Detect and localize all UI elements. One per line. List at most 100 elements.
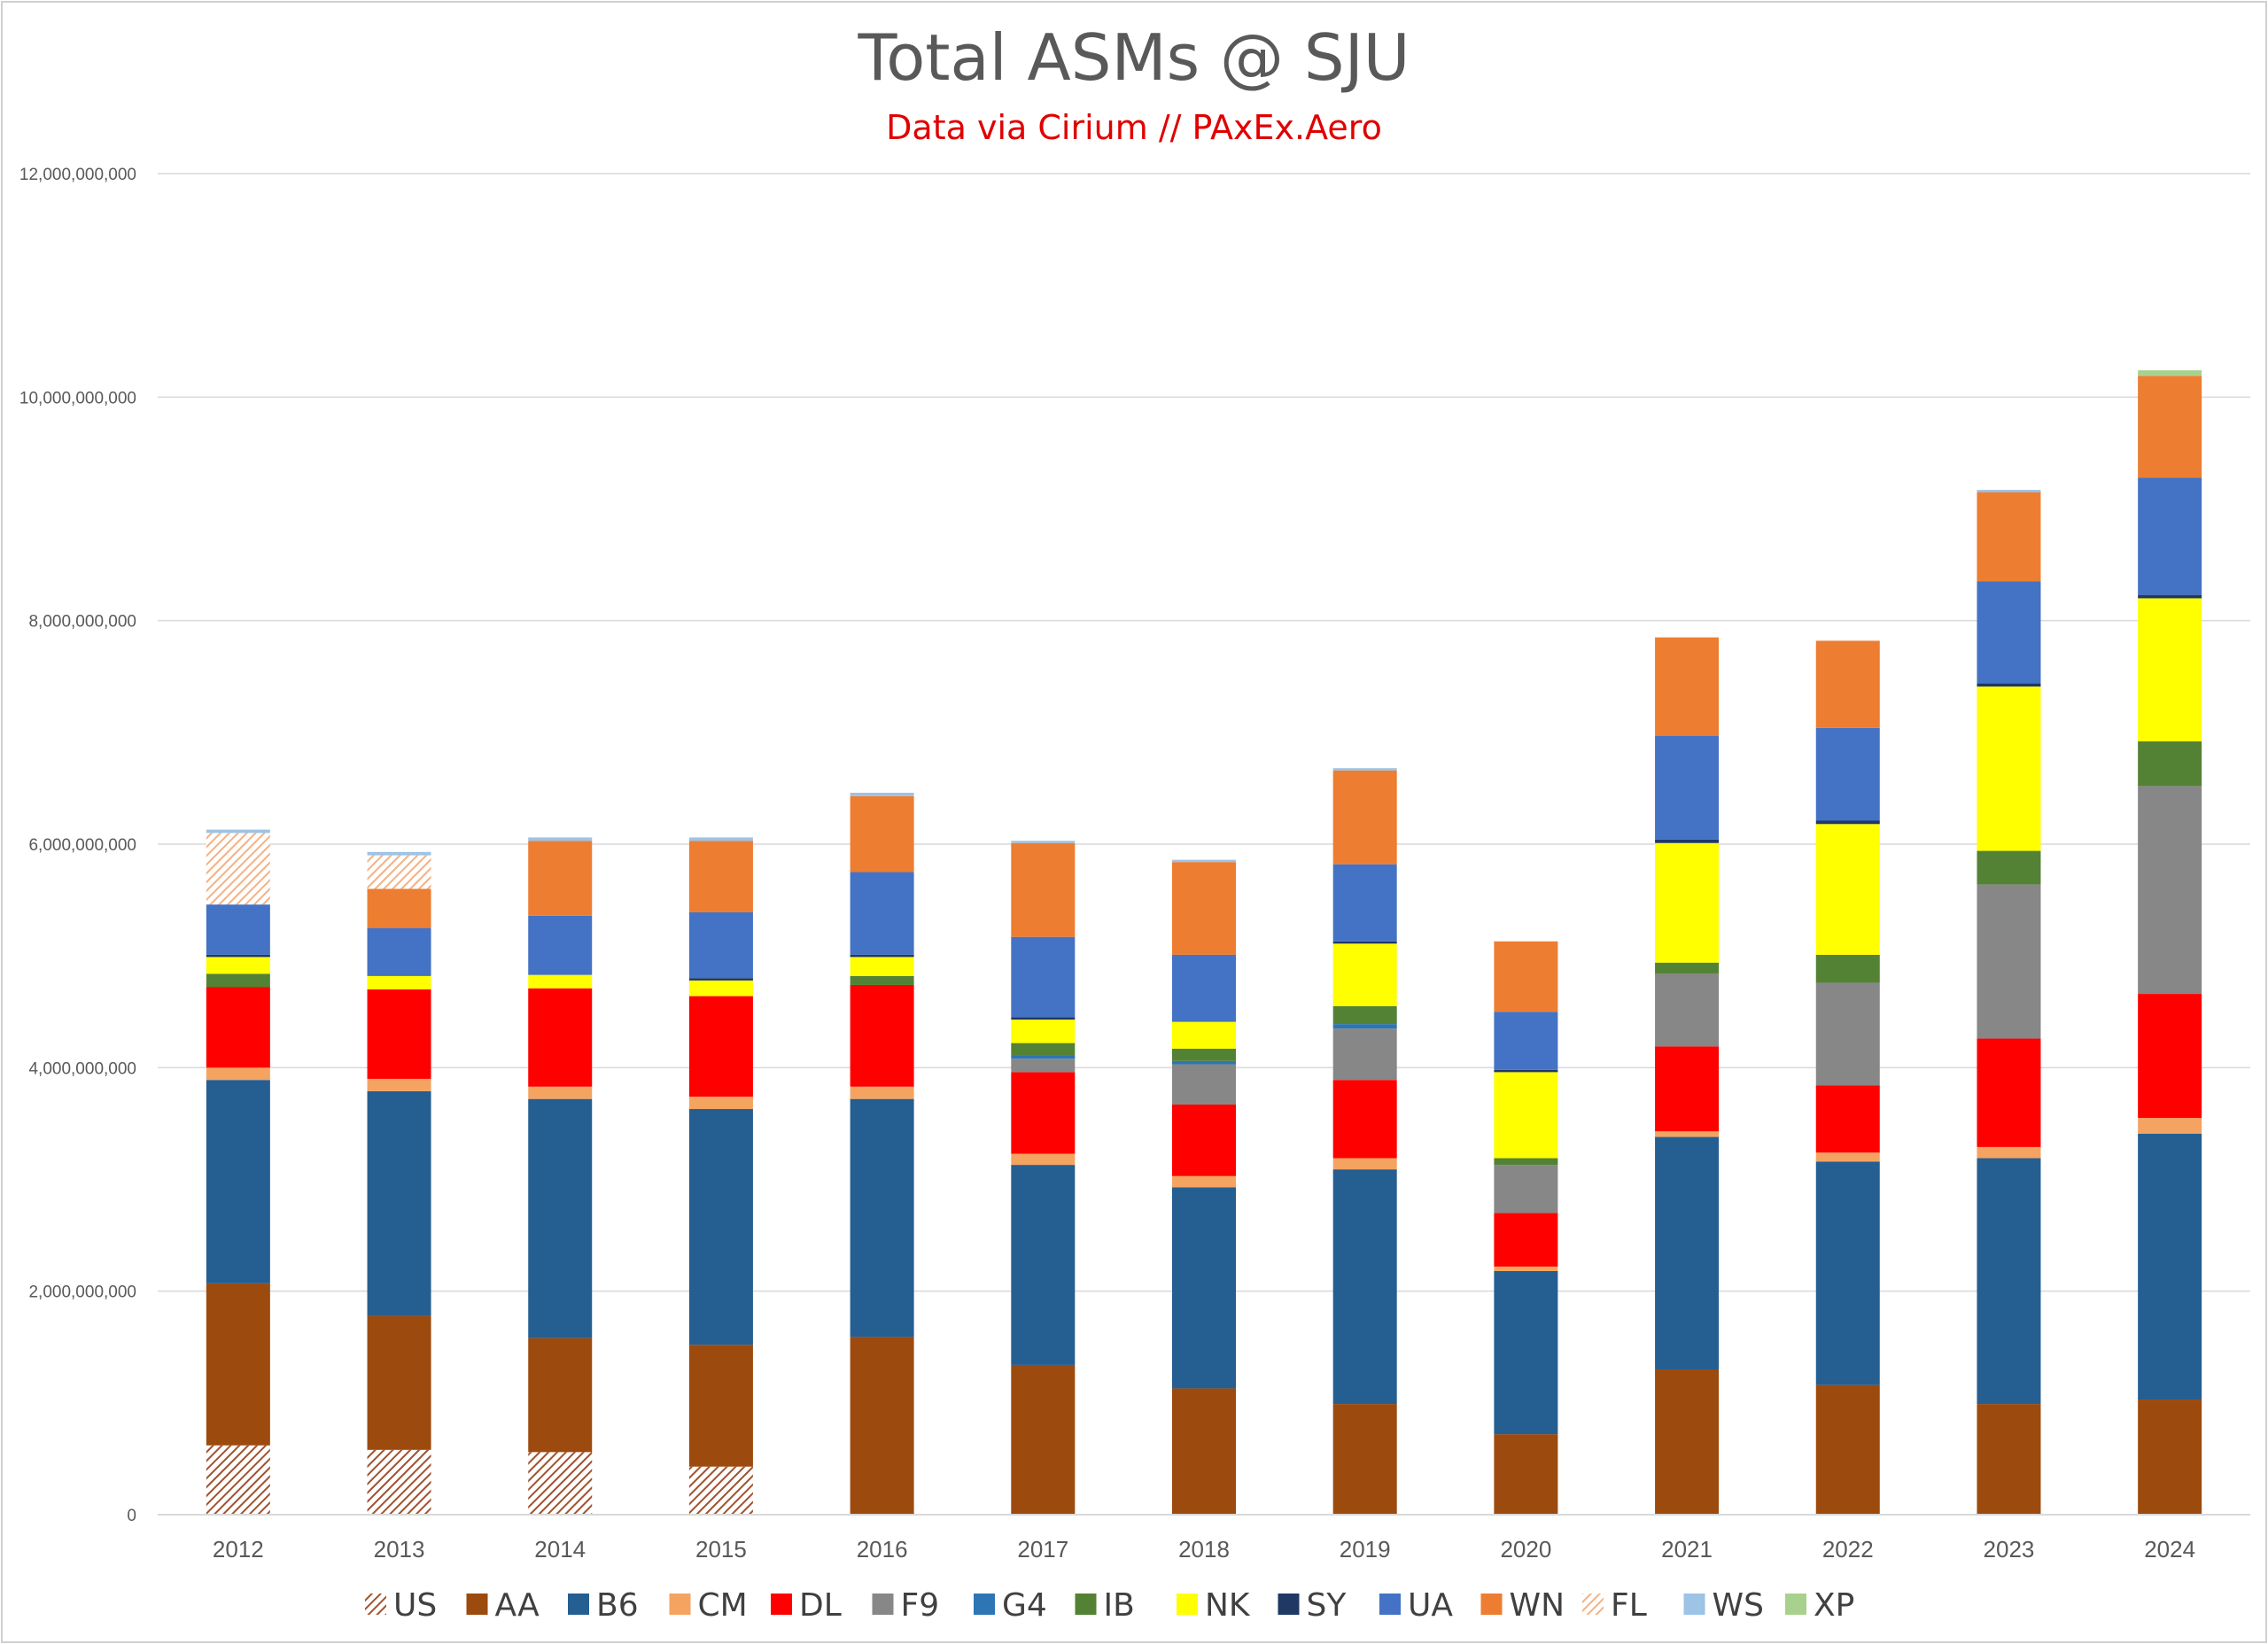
legend-swatch <box>466 1594 488 1615</box>
legend: US AA B6 CM DL F9 G4 IB NK SY UA WN FL WS XP <box>365 1587 1854 1624</box>
legend-label: UA <box>1408 1587 1453 1624</box>
bar-ua-2014 <box>528 915 593 975</box>
legend-item-aa: AA <box>466 1587 540 1624</box>
bar-xp-2024 <box>2138 370 2202 376</box>
x-tick-label: 2018 <box>1178 1536 1230 1563</box>
bar-f9-2020 <box>1494 1165 1558 1214</box>
bar-ua-2018 <box>1172 954 1236 1022</box>
bar-dl-2020 <box>1494 1213 1558 1267</box>
bar-b6-2017 <box>1011 1165 1076 1365</box>
bar-nk-2017 <box>1011 1020 1076 1043</box>
x-tick-label: 2019 <box>1340 1536 1391 1563</box>
legend-swatch <box>365 1594 386 1615</box>
bar-dl-2018 <box>1172 1104 1236 1176</box>
bar-nk-2022 <box>1815 824 1880 955</box>
legend-swatch <box>1278 1594 1300 1615</box>
legend-item-ua: UA <box>1379 1587 1453 1624</box>
x-tick-label: 2021 <box>1661 1536 1713 1563</box>
legend-swatch <box>872 1594 894 1615</box>
bar-ws-2016 <box>850 792 914 796</box>
bar-aa-2016 <box>850 1337 914 1515</box>
bar-wn-2020 <box>1494 941 1558 1012</box>
y-axis-ticks: 0 2,000,000,000 4,000,000,000 6,000,000,000… <box>19 166 136 1525</box>
legend-swatch <box>1582 1594 1604 1615</box>
legend-label: B6 <box>596 1587 639 1624</box>
gridlines <box>158 173 2250 1292</box>
bar-aa-2019 <box>1332 1404 1397 1515</box>
bar-f9-2021 <box>1655 973 1720 1047</box>
bar-aa-2024 <box>2138 1400 2202 1515</box>
bar-b6-2019 <box>1332 1169 1397 1405</box>
y-tick-label: 0 <box>127 1507 136 1525</box>
bar-nk-2019 <box>1332 943 1397 1006</box>
bar-fl-2013 <box>367 855 431 889</box>
bar-ua-2012 <box>206 904 270 955</box>
bar-ua-2023 <box>1977 581 2041 684</box>
x-tick-label: 2013 <box>374 1536 425 1563</box>
bar-us-2012 <box>206 1445 270 1515</box>
legend-swatch <box>568 1594 589 1615</box>
x-tick-label: 2017 <box>1017 1536 1068 1563</box>
bar-wn-2016 <box>850 795 914 872</box>
bar-wn-2018 <box>1172 862 1236 955</box>
bar-nk-2014 <box>528 974 593 989</box>
legend-swatch <box>1075 1594 1097 1615</box>
bar-cm-2023 <box>1977 1146 2041 1159</box>
bar-aa-2014 <box>528 1338 593 1453</box>
bar-nk-2012 <box>206 957 270 974</box>
bar-sy-2022 <box>1815 820 1880 825</box>
legend-swatch <box>771 1594 792 1615</box>
bar-stack-2017 <box>1011 841 1076 1515</box>
y-tick-label: 4,000,000,000 <box>28 1059 136 1078</box>
chart-title: Total ASMs @ SJU <box>857 20 1410 95</box>
legend-item-f9: F9 <box>872 1587 939 1624</box>
legend-label: WN <box>1510 1587 1565 1624</box>
bar-ua-2019 <box>1332 864 1397 942</box>
legend-item-sy: SY <box>1278 1587 1347 1624</box>
legend-item-cm: CM <box>669 1587 748 1624</box>
bar-wn-2015 <box>688 841 753 912</box>
bar-wn-2017 <box>1011 842 1076 937</box>
y-tick-label: 12,000,000,000 <box>19 166 136 184</box>
bar-stack-2021 <box>1655 637 1720 1515</box>
bar-wn-2022 <box>1815 640 1880 728</box>
bar-ua-2015 <box>688 911 753 979</box>
chart-subtitle: Data via Cirium // PAxEx.Aero <box>886 108 1382 147</box>
bar-aa-2012 <box>206 1283 270 1446</box>
bar-sy-2015 <box>688 978 753 981</box>
bar-b6-2015 <box>688 1109 753 1345</box>
bar-stack-2023 <box>1977 490 2041 1515</box>
bar-ws-2014 <box>528 837 593 841</box>
bar-us-2013 <box>367 1449 431 1515</box>
bar-g4-2017 <box>1011 1055 1076 1059</box>
bar-f9-2024 <box>2138 786 2202 995</box>
bar-b6-2014 <box>528 1098 593 1338</box>
legend-label: CM <box>698 1587 748 1624</box>
bar-cm-2013 <box>367 1078 431 1091</box>
bar-ib-2022 <box>1815 954 1880 983</box>
bar-b6-2016 <box>850 1098 914 1338</box>
bar-aa-2020 <box>1494 1434 1558 1515</box>
bar-stack-2020 <box>1494 941 1558 1515</box>
bar-ib-2024 <box>2138 741 2202 787</box>
bar-b6-2024 <box>2138 1133 2202 1400</box>
bar-sy-2021 <box>1655 839 1720 843</box>
bar-stack-2015 <box>688 837 753 1515</box>
legend-label: WS <box>1713 1587 1764 1624</box>
bar-nk-2015 <box>688 980 753 996</box>
bar-cm-2012 <box>206 1067 270 1081</box>
legend-swatch <box>1785 1594 1806 1615</box>
bar-nk-2021 <box>1655 842 1720 963</box>
bar-nk-2024 <box>2138 598 2202 741</box>
bar-nk-2018 <box>1172 1021 1236 1049</box>
bar-sy-2023 <box>1977 683 2041 687</box>
bar-b6-2022 <box>1815 1161 1880 1385</box>
bar-us-2014 <box>528 1452 593 1515</box>
bar-us-2015 <box>688 1466 753 1515</box>
legend-item-ws: WS <box>1683 1587 1764 1624</box>
bar-aa-2013 <box>367 1315 431 1450</box>
legend-item-b6: B6 <box>568 1587 639 1624</box>
bar-ib-2020 <box>1494 1158 1558 1166</box>
bar-dl-2017 <box>1011 1072 1076 1154</box>
bar-ua-2022 <box>1815 727 1880 821</box>
